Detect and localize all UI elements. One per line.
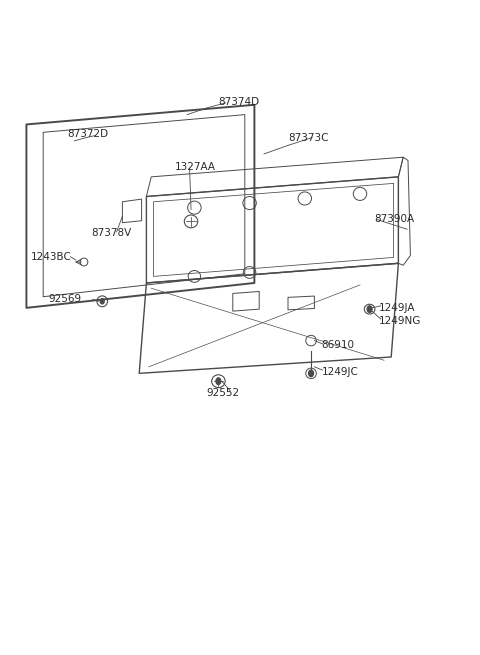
Text: 87372D: 87372D: [67, 129, 108, 140]
Circle shape: [100, 299, 104, 304]
Circle shape: [309, 370, 313, 377]
Text: 1249JC: 1249JC: [322, 367, 359, 377]
Text: 1243BC: 1243BC: [31, 252, 72, 262]
Text: 87390A: 87390A: [374, 214, 415, 225]
Circle shape: [216, 378, 221, 384]
Text: 92552: 92552: [206, 388, 240, 398]
Circle shape: [367, 306, 372, 312]
Text: 87374D: 87374D: [218, 96, 260, 107]
Text: 86910: 86910: [322, 340, 355, 350]
Text: 1327AA: 1327AA: [175, 162, 216, 172]
Text: 1249JA: 1249JA: [379, 303, 416, 313]
Text: 87378V: 87378V: [91, 227, 132, 238]
Text: 87373C: 87373C: [288, 132, 328, 143]
Text: 1249NG: 1249NG: [379, 316, 421, 326]
Text: 92569: 92569: [48, 294, 81, 305]
